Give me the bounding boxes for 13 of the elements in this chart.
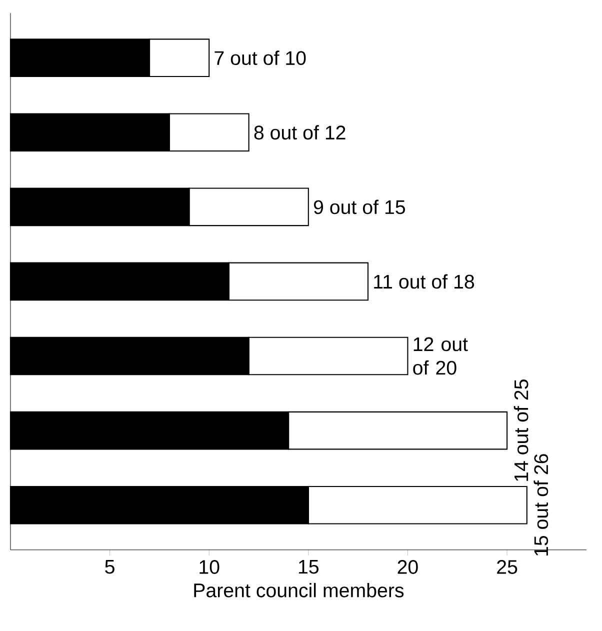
total-label: 7 out of 10 — [214, 50, 306, 66]
total-label: 15 out of 26 — [534, 454, 548, 556]
x-tick-label: 5 — [105, 560, 114, 574]
total-label: 12 out of 20 — [413, 337, 468, 375]
x-axis-title: Parent council members — [194, 582, 404, 598]
total-label: 9 out of 15 — [314, 200, 405, 214]
x-tick-label: 25 — [497, 560, 518, 574]
x-tick-label: 15 — [298, 560, 318, 574]
total-label: 11 out of 18 — [374, 274, 474, 289]
total-label: 14 out of 25 — [514, 380, 528, 481]
x-tick-label: 20 — [398, 560, 418, 574]
total-label: 8 out of 12 — [254, 125, 346, 140]
x-tick-label: 10 — [200, 560, 220, 574]
